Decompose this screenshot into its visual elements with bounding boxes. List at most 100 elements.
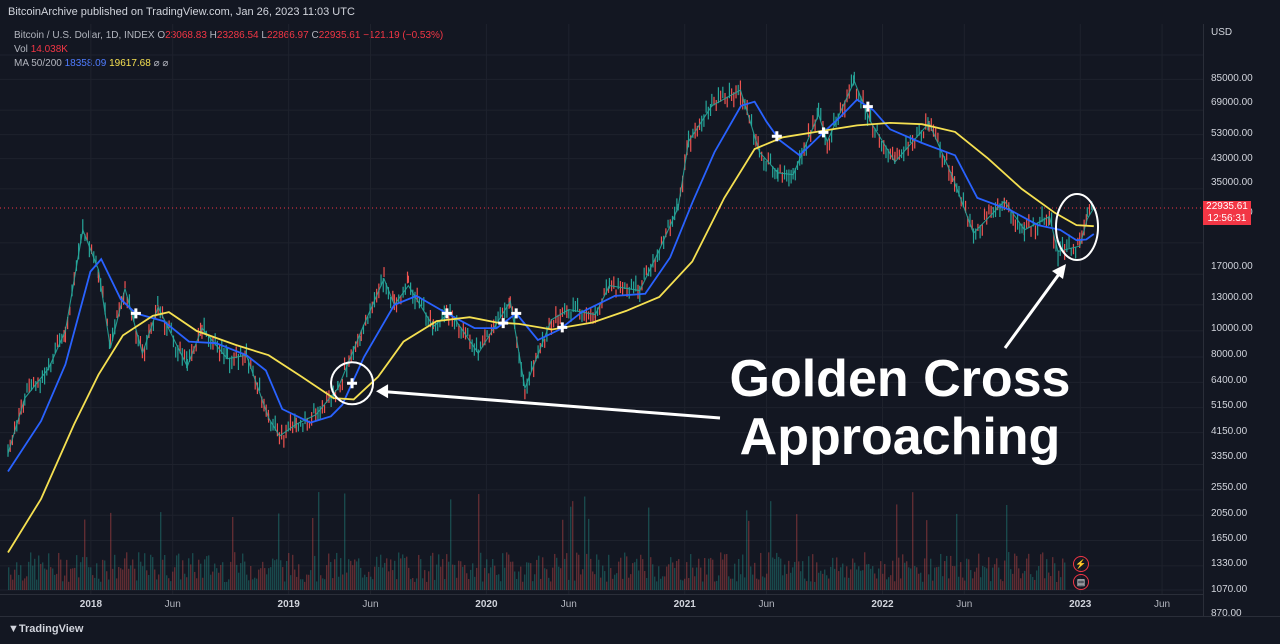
price-tick-label: 43000.00 bbox=[1211, 152, 1253, 164]
volume-bar bbox=[578, 554, 580, 590]
volume-bar bbox=[910, 568, 912, 590]
volume-bar bbox=[790, 572, 792, 590]
volume-bar bbox=[750, 566, 752, 590]
volume-bar bbox=[496, 574, 498, 590]
tradingview-logo[interactable]: ▼TradingView bbox=[8, 623, 84, 635]
volume-bar bbox=[330, 562, 332, 590]
volume-bar bbox=[422, 578, 424, 590]
currency-label[interactable]: USD bbox=[1211, 27, 1233, 38]
volume-bar bbox=[854, 562, 856, 590]
arrow-head bbox=[376, 384, 389, 399]
chart-legend: Bitcoin / U.S. Dollar, 1D, INDEX O23068.… bbox=[14, 29, 443, 71]
price-chart[interactable] bbox=[0, 24, 1203, 616]
volume-bar bbox=[792, 567, 794, 590]
volume-bar bbox=[132, 559, 134, 590]
volume-bar bbox=[1016, 555, 1018, 590]
volume-bar bbox=[560, 568, 562, 590]
volume-bar bbox=[260, 568, 262, 590]
volume-bar bbox=[404, 558, 406, 590]
volume-bar bbox=[506, 552, 508, 590]
volume-bar bbox=[64, 575, 66, 590]
volume-bar bbox=[62, 581, 64, 590]
volume-bar bbox=[614, 574, 616, 590]
volume-bar bbox=[608, 554, 610, 590]
volume-bar bbox=[520, 566, 522, 590]
cross-marker bbox=[557, 322, 568, 333]
volume-bar bbox=[702, 581, 704, 590]
volume-bar bbox=[682, 580, 684, 590]
flash-icon[interactable]: ⚡ bbox=[1073, 556, 1089, 572]
volume-bar bbox=[428, 571, 430, 590]
volume-bar bbox=[544, 568, 546, 590]
volume-bar bbox=[768, 552, 770, 590]
volume-bar bbox=[98, 578, 100, 590]
volume-bar bbox=[770, 501, 772, 590]
volume-bar bbox=[220, 564, 222, 590]
volume-bar bbox=[862, 570, 864, 590]
volume-bar bbox=[264, 568, 266, 590]
volume-label[interactable]: Vol bbox=[14, 44, 28, 55]
time-tick-label: 2023 bbox=[1069, 599, 1092, 610]
volume-bar bbox=[74, 567, 76, 590]
volume-bar bbox=[266, 574, 268, 590]
volume-bar bbox=[774, 558, 776, 590]
volume-bar bbox=[278, 513, 280, 590]
ma-label[interactable]: MA 50/200 bbox=[14, 58, 62, 69]
volume-bar bbox=[106, 571, 108, 590]
volume-bar bbox=[890, 575, 892, 590]
volume-bar bbox=[690, 554, 692, 590]
volume-bar bbox=[1052, 557, 1054, 590]
volume-bar bbox=[538, 555, 540, 590]
volume-bar bbox=[756, 578, 758, 590]
price-axis[interactable] bbox=[1203, 24, 1280, 616]
symbol-title[interactable]: Bitcoin / U.S. Dollar, 1D, INDEX bbox=[14, 30, 155, 41]
volume-bar bbox=[36, 579, 38, 590]
volume-bar bbox=[1064, 562, 1066, 590]
time-tick-label: 2019 bbox=[277, 599, 300, 610]
volume-bar bbox=[20, 565, 22, 590]
volume-bar bbox=[124, 558, 126, 590]
volume-bar bbox=[708, 558, 710, 590]
volume-bar bbox=[116, 578, 118, 590]
volume-bar bbox=[892, 560, 894, 590]
high-value: 23286.54 bbox=[216, 30, 259, 41]
volume-bar bbox=[138, 552, 140, 590]
volume-bar bbox=[176, 555, 178, 590]
volume-bar bbox=[34, 558, 36, 590]
volume-bar bbox=[970, 570, 972, 590]
open-label: O bbox=[157, 30, 166, 41]
volume-bar bbox=[886, 579, 888, 590]
volume-bar bbox=[426, 581, 428, 590]
volume-bar bbox=[1032, 577, 1034, 590]
flag-icon[interactable]: ▤ bbox=[1073, 574, 1089, 590]
volume-bar bbox=[150, 554, 152, 590]
volume-bar bbox=[656, 581, 658, 590]
volume-bar bbox=[984, 567, 986, 590]
volume-bar bbox=[494, 565, 496, 590]
volume-bar bbox=[240, 563, 242, 590]
volume-bar bbox=[548, 577, 550, 590]
volume-bar bbox=[644, 571, 646, 590]
volume-bar bbox=[102, 559, 104, 590]
volume-bar bbox=[740, 574, 742, 590]
volume-bar bbox=[1004, 560, 1006, 590]
volume-bar bbox=[450, 499, 452, 590]
volume-bar bbox=[564, 558, 566, 590]
volume-bar bbox=[628, 577, 630, 590]
time-axis[interactable] bbox=[0, 594, 1203, 617]
volume-bar bbox=[280, 560, 282, 590]
hide-icon[interactable]: ⌀ ⌀ bbox=[153, 58, 169, 69]
volume-bar bbox=[820, 570, 822, 590]
volume-bar bbox=[536, 559, 538, 590]
volume-bar bbox=[552, 567, 554, 590]
close-label: C bbox=[311, 30, 319, 41]
volume-bar bbox=[834, 568, 836, 590]
volume-bar bbox=[1060, 577, 1062, 590]
volume-bar bbox=[158, 574, 160, 590]
volume-bar bbox=[448, 561, 450, 590]
volume-bar bbox=[554, 553, 556, 590]
volume-bar bbox=[32, 565, 34, 590]
volume-bar bbox=[954, 566, 956, 590]
volume-bar bbox=[348, 559, 350, 590]
volume-bar bbox=[714, 581, 716, 590]
